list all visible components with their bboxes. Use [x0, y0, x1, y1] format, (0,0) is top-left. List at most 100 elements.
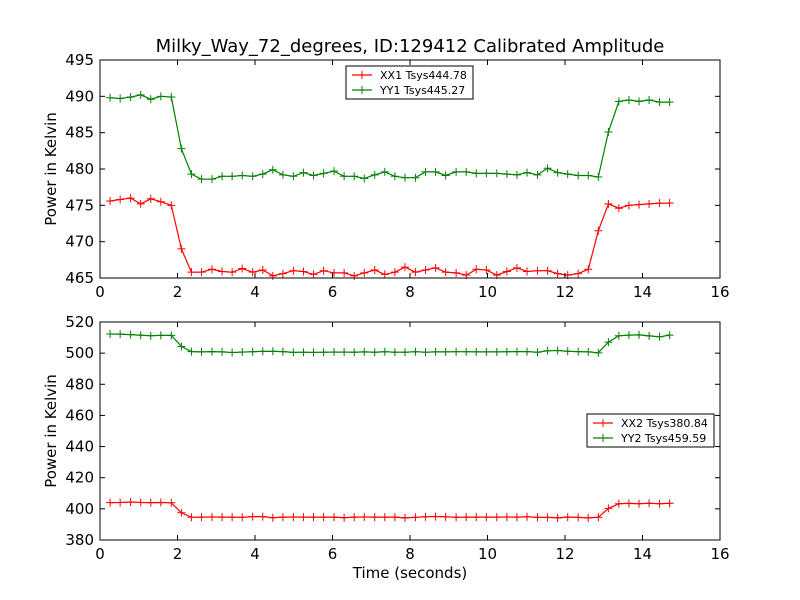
top-series-2-point [502, 170, 511, 179]
bottom-series-1-point [441, 512, 450, 521]
bottom-series-2-point [624, 331, 633, 340]
bottom-series-2-point [614, 331, 623, 340]
bottom-series-2-point [218, 347, 227, 356]
top-series-2-point [421, 167, 430, 176]
top-x-tick-label: 16 [710, 283, 729, 301]
top-series-1-point [584, 265, 593, 274]
top-series-2-point [268, 165, 277, 174]
top-series-1-point [645, 199, 654, 208]
top-series-1-point [482, 266, 491, 275]
bottom-series-2-point [116, 330, 125, 339]
bottom-series-1-point [502, 512, 511, 521]
top-series-2-point [543, 164, 552, 173]
bottom-x-tick-label: 10 [478, 545, 497, 563]
bottom-series-1-point [421, 512, 430, 521]
top-series-1-point [299, 267, 308, 276]
top-x-tick-label: 10 [478, 283, 497, 301]
top-series-1-point [604, 199, 613, 208]
chart-title: Milky_Way_72_degrees, ID:129412 Calibrat… [156, 36, 665, 57]
top-series-1-point [197, 268, 206, 277]
bottom-y-tick-label: 420 [65, 469, 94, 487]
top-y-tick-label: 475 [65, 196, 94, 214]
top-series-1-point [360, 268, 369, 277]
top-series-2-point [116, 94, 125, 103]
top-legend-label-2: YY1 Tsys445.27 [379, 84, 465, 97]
top-series-1-point [614, 204, 623, 213]
top-series-2-point [452, 167, 461, 176]
bottom-series-2-point [431, 347, 440, 356]
top-series-2-point [574, 171, 583, 180]
bottom-series-2-point [482, 347, 491, 356]
top-series-1-point [594, 226, 603, 235]
bottom-series-2-point [523, 347, 532, 356]
bottom-series-2-point [604, 338, 613, 347]
bottom-series-2-point [187, 347, 196, 356]
bottom-series-1-point [228, 513, 237, 522]
bottom-series-2-point [563, 347, 572, 356]
bottom-series-2-point [441, 347, 450, 356]
top-series-1-point [390, 268, 399, 277]
bottom-series-1-point [452, 513, 461, 522]
top-series-1-point [543, 266, 552, 275]
top-series-2-point [218, 172, 227, 181]
bottom-series-1-point [106, 498, 115, 507]
top-legend: XX1 Tsys444.78 YY1 Tsys445.27 [345, 65, 474, 100]
top-series-2-point [370, 170, 379, 179]
bottom-series-2-point [319, 348, 328, 357]
top-series-1-point [624, 201, 633, 210]
bottom-series-1-point [248, 512, 257, 521]
top-series-1-point [106, 196, 115, 205]
top-series-2-point [238, 171, 247, 180]
bottom-series-2-point [299, 348, 308, 357]
bottom-series-1-point [594, 513, 603, 522]
top-y-tick-label: 470 [65, 233, 94, 251]
bottom-series-2-point [421, 348, 430, 357]
bottom-series-1-point [472, 513, 481, 522]
top-series-1-point [340, 268, 349, 277]
bottom-series-2-point [167, 331, 176, 340]
bottom-series-2-point [207, 347, 216, 356]
top-series-1-point [533, 266, 542, 275]
top-series-2-point [614, 97, 623, 106]
bottom-x-tick-label: 4 [250, 545, 260, 563]
top-y-tick-label: 485 [65, 124, 94, 142]
top-series-1-point [228, 268, 237, 277]
bottom-panel: 0 2 4 6 8 10 12 14 16 380 400 420 440 460 480 500 520 Po… [42, 313, 730, 582]
bottom-series-2-point [268, 347, 277, 356]
top-series-2-point [360, 174, 369, 183]
bottom-y-tick-label: 520 [65, 313, 94, 331]
top-series-1-point [218, 267, 227, 276]
bottom-series-2-point [330, 348, 339, 357]
top-series-2-point [258, 170, 267, 179]
top-series-2-point [563, 170, 572, 179]
top-series-2-point [106, 93, 115, 102]
top-series-1-point [319, 266, 328, 275]
top-legend-box [345, 65, 474, 100]
top-series-2-point [482, 169, 491, 178]
bottom-series-1-point [512, 513, 521, 522]
top-series-2-point [533, 170, 542, 179]
top-series-1-point [441, 268, 450, 277]
top-series-2-point [604, 127, 613, 136]
top-series-2-point [441, 171, 450, 180]
top-series-1-point [512, 263, 521, 272]
bottom-series-2-point [584, 347, 593, 356]
top-series-1-point [400, 263, 409, 272]
bottom-series-1-point [431, 512, 440, 521]
bottom-series-1-point [400, 513, 409, 522]
top-series-1-point [156, 197, 165, 206]
bottom-series-1-point [350, 513, 359, 522]
top-series-layer [106, 90, 674, 280]
bottom-legend-marker-1 [599, 419, 607, 427]
bottom-series-1-point [340, 513, 349, 522]
bottom-series-2-point [594, 348, 603, 357]
bottom-series-layer [106, 329, 674, 522]
bottom-legend-box [586, 413, 715, 448]
top-series-2-point [665, 98, 674, 107]
bottom-series-2-point [278, 347, 287, 356]
bottom-series-1-point [258, 512, 267, 521]
top-series-2-point [462, 167, 471, 176]
top-ticks-layer: 0 2 4 6 8 10 12 14 16 465 470 475 480 485 490 495 [65, 51, 729, 301]
top-y-axis-label: Power in Kelvin [42, 112, 60, 226]
bottom-series-2-point [146, 331, 155, 340]
